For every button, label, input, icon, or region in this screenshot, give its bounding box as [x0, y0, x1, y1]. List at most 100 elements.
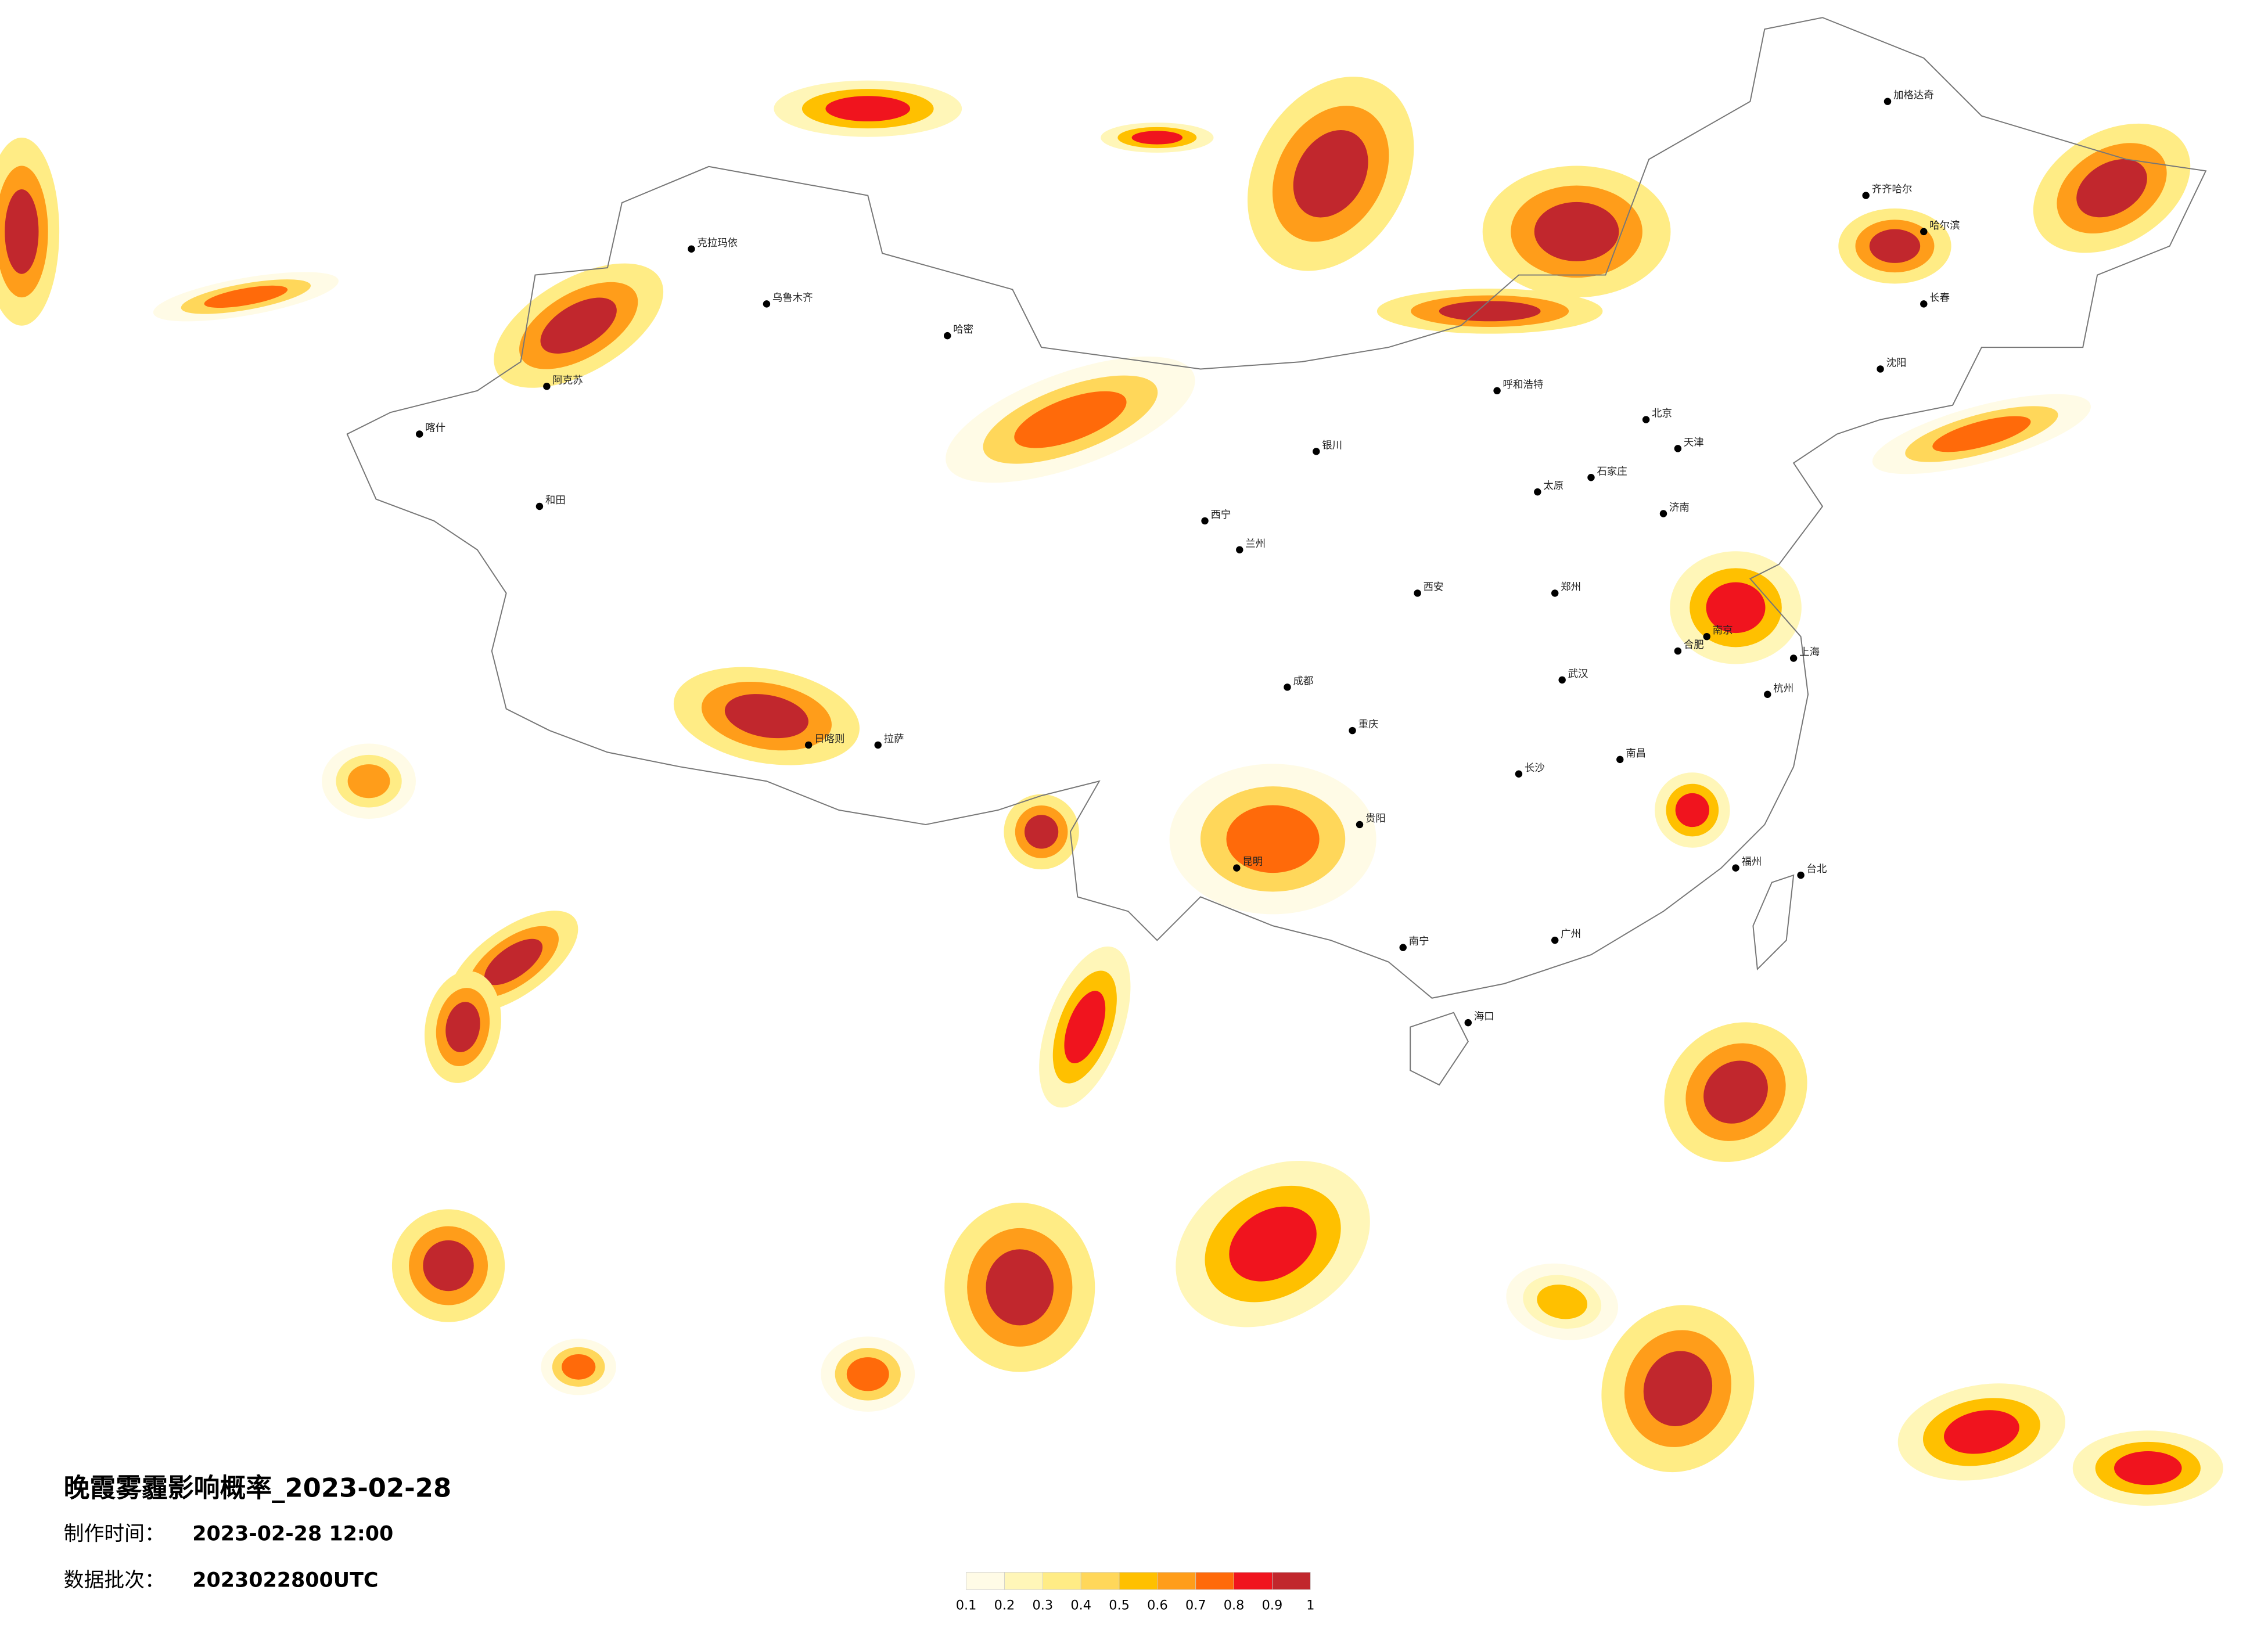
info-value: 2023022800UTC — [192, 1569, 378, 1592]
haze-area — [423, 1240, 474, 1292]
city-dot — [1884, 98, 1892, 105]
city-dot — [1703, 632, 1710, 641]
haze-area — [825, 96, 911, 122]
city-dot — [1551, 936, 1559, 944]
haze-area — [1706, 582, 1766, 634]
city-label: 银川 — [1322, 440, 1342, 451]
city-label: 拉萨 — [884, 733, 904, 745]
legend-tick-label: 1 — [1306, 1598, 1314, 1613]
city-label: 哈尔滨 — [1929, 220, 1960, 232]
city-dot — [415, 430, 423, 438]
city-label: 沈阳 — [1886, 357, 1907, 369]
legend-tick-label: 0.4 — [1070, 1598, 1091, 1613]
haze-area — [5, 189, 39, 274]
city-dot — [1534, 488, 1541, 496]
haze-area — [1703, 1060, 1768, 1124]
city-label: 郑州 — [1561, 581, 1581, 593]
city-dot — [1877, 365, 1884, 373]
city-dot — [1236, 546, 1243, 553]
haze-area — [1675, 793, 1709, 828]
legend-tick-label: 0.8 — [1224, 1598, 1245, 1613]
legend-tick-label: 0.6 — [1147, 1598, 1168, 1613]
island-outline — [1752, 874, 1795, 971]
haze-area — [562, 1354, 596, 1380]
haze-area — [724, 694, 808, 739]
city-dot — [1464, 1019, 1472, 1027]
haze-area — [347, 764, 390, 798]
haze-area — [1439, 301, 1541, 322]
city-dot — [1515, 770, 1523, 778]
city-dot — [1399, 944, 1407, 951]
city-dot — [1284, 684, 1291, 691]
city-label: 齐齐哈尔 — [1872, 184, 1913, 196]
info-label: 数据批次： — [64, 1569, 165, 1592]
city-dot — [1674, 647, 1682, 655]
city-dot — [1201, 517, 1209, 525]
city-dot — [804, 741, 813, 749]
city-label: 石家庄 — [1597, 466, 1627, 477]
legend-swatch — [966, 1572, 1005, 1590]
city-label: 台北 — [1807, 864, 1827, 875]
info-value: 2023-02-28 12:00 — [192, 1523, 393, 1546]
legend-swatch — [1080, 1572, 1120, 1590]
haze-area — [445, 1002, 480, 1052]
haze-area — [1537, 1285, 1588, 1319]
city-dot — [1233, 864, 1241, 872]
city-dot — [1920, 300, 1928, 308]
city-dot — [543, 383, 551, 390]
city-dot — [874, 741, 882, 749]
legend-tick-label: 0.5 — [1109, 1598, 1130, 1613]
haze-area — [1932, 416, 2031, 452]
city-label: 昆明 — [1242, 857, 1263, 868]
haze-area — [1024, 815, 1059, 849]
haze-area — [1944, 1410, 2019, 1454]
haze-area — [1229, 1206, 1317, 1282]
city-label: 呼和浩特 — [1503, 379, 1544, 391]
legend-tick-label: 0.7 — [1185, 1598, 1206, 1613]
city-label: 武汉 — [1568, 668, 1588, 680]
city-dot — [1862, 192, 1870, 199]
city-label: 西安 — [1424, 581, 1444, 593]
city-dot — [688, 245, 695, 253]
city-label: 合肥 — [1684, 639, 1704, 651]
city-label: 加格达奇 — [1893, 90, 1934, 102]
legend-swatch — [1234, 1572, 1273, 1590]
city-label: 福州 — [1741, 857, 1762, 868]
city-dot — [1789, 654, 1798, 662]
city-dot — [763, 300, 771, 308]
city-label: 南昌 — [1626, 748, 1646, 760]
city-dot — [1659, 510, 1667, 517]
legend: 0.1 0.2 0.3 0.4 0.5 0.6 0.7 0.8 0.9 1 — [956, 1572, 1314, 1613]
city-label: 上海 — [1799, 647, 1820, 659]
city-dot — [535, 502, 544, 510]
city-label: 杭州 — [1773, 683, 1793, 695]
city-dot — [1493, 387, 1501, 395]
city-dot — [1732, 864, 1739, 872]
haze-area — [986, 1249, 1054, 1326]
city-dot — [1616, 756, 1624, 764]
city-dot — [1349, 726, 1356, 735]
city-label: 乌鲁木齐 — [772, 292, 813, 304]
info-label: 制作时间： — [64, 1523, 165, 1546]
haze-area — [2076, 159, 2147, 218]
city-label: 长沙 — [1525, 762, 1545, 774]
haze-area — [1869, 229, 1921, 263]
legend-tick-label: 0.1 — [956, 1598, 977, 1613]
city-label: 天津 — [1684, 437, 1704, 448]
legend-tick-label: 0.3 — [1033, 1598, 1054, 1613]
city-label: 长春 — [1929, 292, 1950, 304]
map-title: 晚霞雾霾影响概率_2023-02-28 — [64, 1473, 452, 1503]
haze-layer — [0, 76, 2223, 1506]
city-label: 阿克苏 — [552, 375, 583, 386]
haze-area — [1293, 129, 1368, 218]
city-dot — [944, 332, 951, 340]
legend-swatch — [1195, 1572, 1234, 1590]
haze-area — [846, 1357, 889, 1391]
city-label: 广州 — [1561, 929, 1581, 940]
city-label: 太原 — [1543, 480, 1563, 492]
legend-swatch — [1119, 1572, 1158, 1590]
city-label: 日喀则 — [814, 733, 844, 745]
